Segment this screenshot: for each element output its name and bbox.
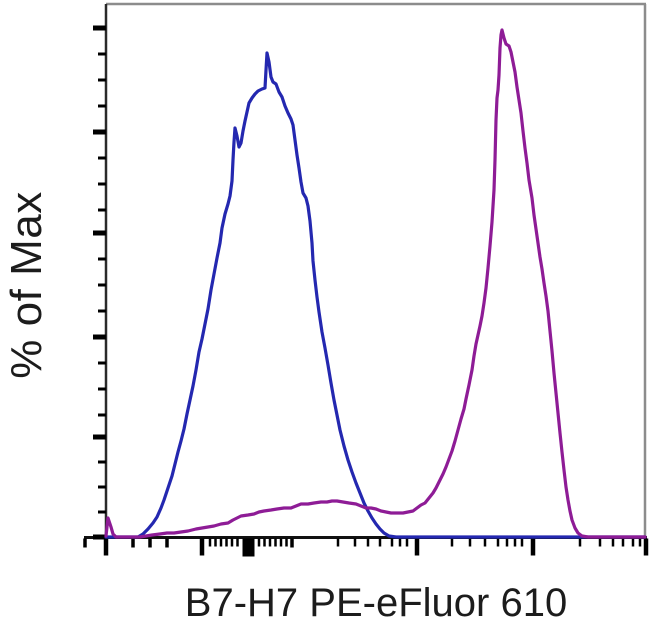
unstained-control-curve: [104, 51, 647, 539]
b7-h7-pe-efluor-610-stained-curve: [104, 28, 647, 539]
x-axis-label: B7-H7 PE-eFluor 610: [184, 581, 568, 622]
y-axis-label: % of Max: [2, 191, 51, 379]
